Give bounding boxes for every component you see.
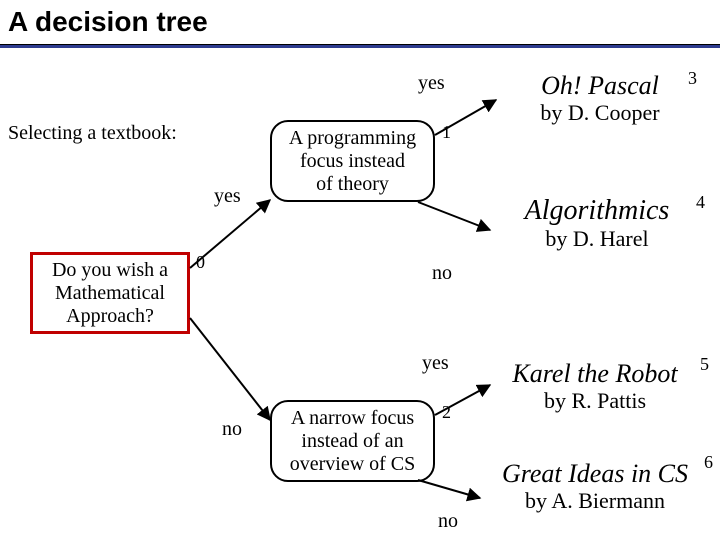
- book-oh-pascal: Oh! Pascal by D. Cooper: [500, 72, 700, 125]
- edge-label-no-b4: no: [432, 262, 452, 285]
- node-root: Do you wish aMathematicalApproach?: [30, 252, 190, 334]
- edge-label-yes-b3: yes: [418, 72, 445, 95]
- book-great-ideas-author: by A. Biermann: [475, 489, 715, 513]
- edge-label-yes-top: yes: [214, 185, 241, 208]
- subtitle: Selecting a textbook:: [8, 122, 177, 145]
- book-great-ideas-title: Great Ideas in CS: [475, 460, 715, 489]
- node-narrow-focus: A narrow focusinstead of anoverview of C…: [270, 400, 435, 482]
- edge-label-no-bottom: no: [222, 418, 242, 441]
- book-oh-pascal-title: Oh! Pascal: [500, 72, 700, 101]
- book-algorithmics: Algorithmics by D. Harel: [492, 196, 702, 251]
- node-narrow-focus-label: A narrow focusinstead of anoverview of C…: [290, 407, 416, 476]
- book-karel: Karel the Robot by R. Pattis: [480, 360, 710, 413]
- book-great-ideas: Great Ideas in CS by A. Biermann: [475, 460, 715, 513]
- book-algorithmics-num: 4: [696, 192, 705, 213]
- node-narrow-focus-num: 2: [442, 402, 451, 423]
- node-programming-focus: A programmingfocus insteadof theory: [270, 120, 435, 202]
- page-title: A decision tree: [8, 6, 208, 38]
- node-root-label: Do you wish aMathematicalApproach?: [52, 259, 168, 328]
- book-karel-author: by R. Pattis: [480, 389, 710, 413]
- book-oh-pascal-num: 3: [688, 68, 697, 89]
- node-programming-focus-num: 1: [442, 122, 451, 143]
- book-algorithmics-author: by D. Harel: [492, 227, 702, 251]
- title-underline: [0, 44, 720, 48]
- node-root-num: 0: [196, 252, 205, 273]
- book-algorithmics-title: Algorithmics: [492, 196, 702, 227]
- book-great-ideas-num: 6: [704, 452, 713, 473]
- edge-label-yes-b5: yes: [422, 352, 449, 375]
- edge-label-no-b6: no: [438, 510, 458, 533]
- node-programming-focus-label: A programmingfocus insteadof theory: [289, 127, 416, 196]
- book-karel-title: Karel the Robot: [480, 360, 710, 389]
- book-oh-pascal-author: by D. Cooper: [500, 101, 700, 125]
- book-karel-num: 5: [700, 354, 709, 375]
